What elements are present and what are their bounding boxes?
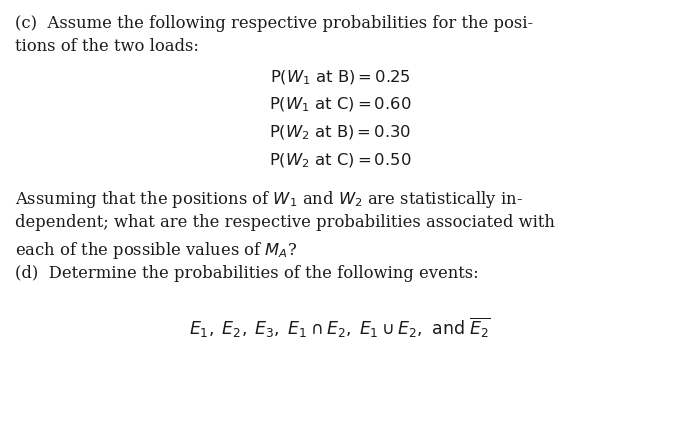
Text: each of the possible values of $M_A$?: each of the possible values of $M_A$? <box>15 240 297 261</box>
Text: (c)  Assume the following respective probabilities for the posi-: (c) Assume the following respective prob… <box>15 15 533 32</box>
Text: tions of the two loads:: tions of the two loads: <box>15 38 199 55</box>
Text: dependent; what are the respective probabilities associated with: dependent; what are the respective proba… <box>15 214 555 231</box>
Text: $\mathrm{P}(W_2 \text{ at C}) = 0.50$: $\mathrm{P}(W_2 \text{ at C}) = 0.50$ <box>269 151 411 170</box>
Text: $\mathrm{P}(W_2 \text{ at B}) = 0.30$: $\mathrm{P}(W_2 \text{ at B}) = 0.30$ <box>269 124 411 142</box>
Text: (d)  Determine the probabilities of the following events:: (d) Determine the probabilities of the f… <box>15 265 479 282</box>
Text: $\mathrm{P}(W_1 \text{ at C}) = 0.60$: $\mathrm{P}(W_1 \text{ at C}) = 0.60$ <box>269 96 411 114</box>
Text: $\mathrm{P}(W_1 \text{ at B}) = 0.25$: $\mathrm{P}(W_1 \text{ at B}) = 0.25$ <box>269 68 411 86</box>
Text: $E_1, \; E_2, \; E_3, \; E_1 \cap E_2, \; E_1 \cup E_2, \text{ and } \overline{E: $E_1, \; E_2, \; E_3, \; E_1 \cap E_2, \… <box>189 316 491 340</box>
Text: Assuming that the positions of $W_1$ and $W_2$ are statistically in-: Assuming that the positions of $W_1$ and… <box>15 189 523 210</box>
